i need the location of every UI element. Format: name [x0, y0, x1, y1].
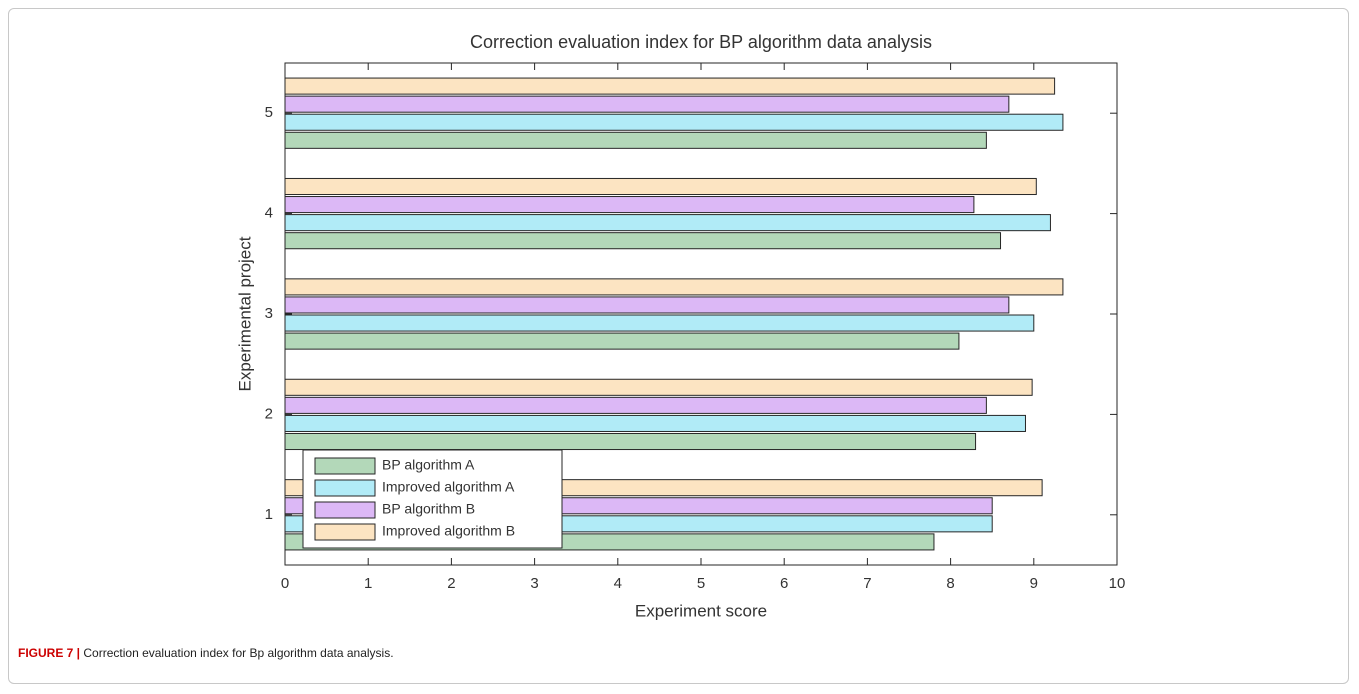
x-tick-label: 9	[1030, 575, 1038, 592]
x-tick-label: 7	[863, 575, 871, 592]
bar	[284, 332, 960, 350]
legend-swatch	[314, 523, 376, 541]
legend-label: Improved algorithm B	[382, 523, 515, 539]
x-tick-label: 6	[780, 575, 788, 592]
legend-label: BP algorithm B	[382, 501, 475, 517]
x-tick-label: 5	[697, 575, 705, 592]
x-tick-label: 0	[281, 575, 289, 592]
x-tick-label: 10	[1109, 575, 1126, 592]
bar	[284, 278, 1064, 296]
x-tick-label: 3	[530, 575, 538, 592]
bar	[284, 232, 1002, 250]
x-tick-label: 1	[364, 575, 372, 592]
x-axis-label: Experiment score	[635, 601, 767, 620]
bar	[284, 414, 1026, 432]
bar	[284, 95, 1010, 113]
figure-frame	[8, 8, 1349, 684]
x-tick-label: 8	[946, 575, 954, 592]
legend-label: BP algorithm A	[382, 457, 475, 473]
legend-swatch	[314, 479, 376, 497]
bar	[284, 432, 977, 451]
bar	[284, 396, 987, 414]
bar	[284, 113, 1064, 131]
x-tick-label: 4	[614, 575, 622, 592]
bar	[284, 214, 1051, 232]
bar	[284, 131, 987, 149]
y-tick-label: 3	[265, 305, 273, 322]
bar	[284, 296, 1010, 314]
legend-swatch	[314, 457, 376, 475]
y-tick-label: 5	[265, 104, 273, 121]
caption-label: FIGURE 7 |	[18, 646, 81, 660]
legend-label: Improved algorithm A	[382, 479, 515, 495]
y-tick-label: 4	[265, 205, 273, 222]
y-tick-label: 1	[265, 506, 273, 523]
y-axis-label: Experimental project	[235, 236, 254, 391]
x-tick-label: 2	[447, 575, 455, 592]
bar	[284, 177, 1037, 196]
legend-swatch	[314, 501, 376, 519]
bar	[284, 378, 1033, 396]
bar	[284, 196, 975, 214]
bar	[284, 314, 1035, 332]
caption: FIGURE 7 | Correction evaluation index f…	[18, 646, 394, 660]
y-tick-label: 2	[265, 405, 273, 422]
bar	[284, 77, 1056, 95]
chart-title: Correction evaluation index for BP algor…	[470, 32, 932, 52]
caption-text: Correction evaluation index for Bp algor…	[83, 646, 394, 660]
